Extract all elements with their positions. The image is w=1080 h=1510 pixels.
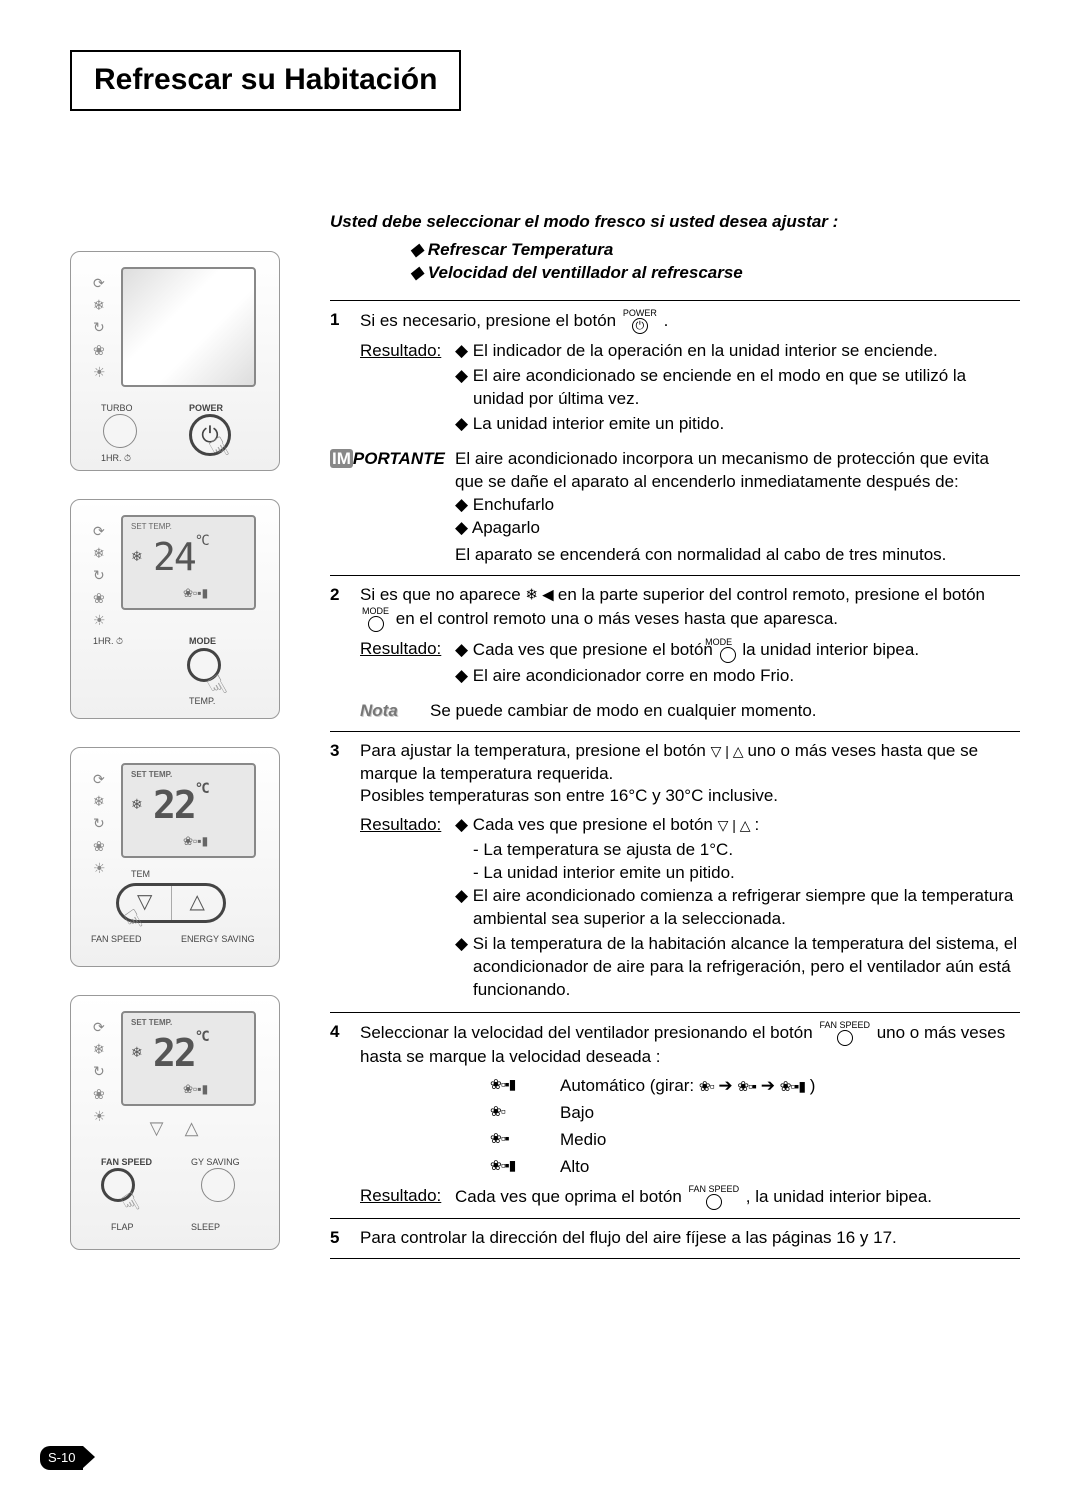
result-label: Resultado: — [360, 814, 455, 1004]
flap-label: FLAP — [111, 1221, 134, 1233]
result-item: El indicador de la operación en la unida… — [455, 340, 1020, 363]
power-label: POWER — [189, 402, 223, 414]
step-3: 3 Para ajustar la temperatura, presione … — [330, 740, 1020, 809]
step-5: 5 Para controlar la dirección del flujo … — [330, 1227, 1020, 1250]
important-note: IMPORTANTE El aire acondicionado incorpo… — [330, 448, 1020, 567]
remote-fig-1: ⟳❄↻❀☀ TURBO POWER 1HR. ⏱ ☟ — [70, 251, 280, 471]
down-up-icon: ▽ | △ — [718, 817, 755, 833]
fan-speed-table: ❀▫▪▮ Automático (girar: ❀▫ ➔ ❀▫▪ ➔ ❀▫▪▮ … — [330, 1075, 1020, 1179]
intro-item: Refrescar Temperatura — [410, 239, 1020, 262]
important-item: Apagarlo — [455, 517, 1020, 540]
tem-label: TEM — [131, 868, 150, 880]
important-after: El aparato se encenderá con normalidad a… — [455, 544, 1020, 567]
temp-value: 22 — [153, 783, 195, 827]
nota-text: Se puede cambiar de modo en cualquier mo… — [430, 700, 1020, 723]
important-text: El aire acondicionado incorpora un mecan… — [455, 448, 1020, 494]
hr-label: 1HR. ⏱ — [101, 452, 131, 464]
instructions: Usted debe seleccionar el modo fresco si… — [330, 141, 1020, 1278]
result-item: Si la temperatura de la habitación alcan… — [455, 933, 1020, 1002]
temp-value: 22 — [153, 1031, 195, 1075]
sleep-label: SLEEP — [191, 1221, 220, 1233]
fan-low-icon: ❀▫ — [490, 1102, 560, 1125]
result-subitem: - La temperatura se ajusta de 1°C. — [455, 839, 1020, 862]
remote-fig-2: ⟳❄↻❀☀ SET TEMP. ❄ 24°C ❀▫▪▮ 1HR. ⏱ MODE … — [70, 499, 280, 719]
speed-low: Bajo — [560, 1102, 1020, 1125]
intro-text: Usted debe seleccionar el modo fresco si… — [330, 211, 1020, 234]
fan-high-icon: ❀▫▪▮ — [490, 1156, 560, 1179]
fanspeed-icon: FAN SPEED — [689, 1185, 740, 1210]
remote-fig-4: ⟳❄↻❀☀ SET TEMP. ❄ 22°C ❀▫▪▮ ▽△ FAN SPEED… — [70, 995, 280, 1250]
speed-med: Medio — [560, 1129, 1020, 1152]
page-number: S-10 — [40, 1446, 83, 1470]
step-text: Para controlar la dirección del flujo de… — [360, 1227, 1020, 1250]
nota-label: Nota — [360, 700, 430, 723]
intro-item: Velocidad del ventillador al refrescarse — [410, 262, 1020, 285]
snowflake-icon: ❄ ◀ — [525, 586, 557, 603]
page-title: Refrescar su Habitación — [94, 60, 437, 101]
energy-button — [201, 1168, 235, 1202]
step-2-result: Resultado: Cada ves que presione el botó… — [330, 638, 1020, 690]
temp-label: TEMP. — [189, 695, 215, 707]
result-subitem: - La unidad interior emite un pitido. — [455, 862, 1020, 885]
energy-label: GY SAVING — [191, 1156, 240, 1168]
speed-auto: Automático (girar: ❀▫ ➔ ❀▫▪ ➔ ❀▫▪▮ ) — [560, 1075, 1020, 1098]
result-item: El aire acondicionado comienza a refrige… — [455, 885, 1020, 931]
result-label: Resultado: — [360, 340, 455, 438]
nota: Nota Se puede cambiar de modo en cualqui… — [330, 700, 1020, 723]
intro-list: Refrescar Temperatura Velocidad del vent… — [330, 239, 1020, 285]
turbo-button — [103, 414, 137, 448]
turbo-label: TURBO — [101, 402, 133, 414]
result-item: Cada ves que presione el botón MODE la u… — [455, 638, 1020, 663]
fan-auto-icon: ❀▫▪▮ — [490, 1075, 560, 1098]
result-label: Resultado: — [360, 1185, 455, 1210]
step-3-result: Resultado: Cada ves que presione el botó… — [330, 814, 1020, 1004]
page-title-box: Refrescar su Habitación — [70, 50, 461, 111]
result-item: La unidad interior emite un pitido. — [455, 413, 1020, 436]
remote-illustrations: ⟳❄↻❀☀ TURBO POWER 1HR. ⏱ ☟ ⟳❄↻❀☀ SET TEM… — [70, 141, 300, 1278]
mode-icon: MODE — [720, 638, 736, 663]
speed-high: Alto — [560, 1156, 1020, 1179]
fan-med-icon: ❀▫▪ — [490, 1129, 560, 1152]
important-item: Enchufarlo — [455, 494, 1020, 517]
step-text: Si es necesario, presione el botón — [360, 311, 616, 330]
temp-value: 24 — [153, 535, 195, 579]
temp-arrows: ▽△ — [139, 1116, 209, 1146]
down-up-icon: ▽ | △ — [711, 743, 748, 759]
result-label: Resultado: — [360, 638, 455, 690]
result-item: Cada ves que presione el botón ▽ | △ : — [455, 814, 1020, 837]
result-item: El aire acondicionado se enciende en el … — [455, 365, 1020, 411]
step-1: 1 Si es necesario, presione el botón POW… — [330, 309, 1020, 334]
result-item: El aire acondicionador corre en modo Fri… — [455, 665, 1020, 688]
mode-icon: MODE — [362, 607, 389, 632]
fanspeed-icon: FAN SPEED — [819, 1021, 870, 1046]
energy-label: ENERGY SAVING — [181, 933, 255, 945]
mode-label: MODE — [189, 635, 216, 647]
finger-icon: ☟ — [115, 1184, 146, 1222]
step-2: 2 Si es que no aparece ❄ ◀ en la parte s… — [330, 584, 1020, 632]
hr-label: 1HR. ⏱ — [93, 635, 123, 647]
step-1-result: Resultado: El indicador de la operación … — [330, 340, 1020, 438]
remote-fig-3: ⟳❄↻❀☀ SET TEMP. ❄ 22°C ❀▫▪▮ TEM ▽△ FAN S… — [70, 747, 280, 967]
step-4-result: Resultado: Cada ves que oprima el botón … — [330, 1185, 1020, 1210]
power-icon: POWER⏻ — [623, 309, 657, 334]
fanspeed-label: FAN SPEED — [101, 1156, 152, 1168]
step-4: 4 Seleccionar la velocidad del ventilado… — [330, 1021, 1020, 1069]
